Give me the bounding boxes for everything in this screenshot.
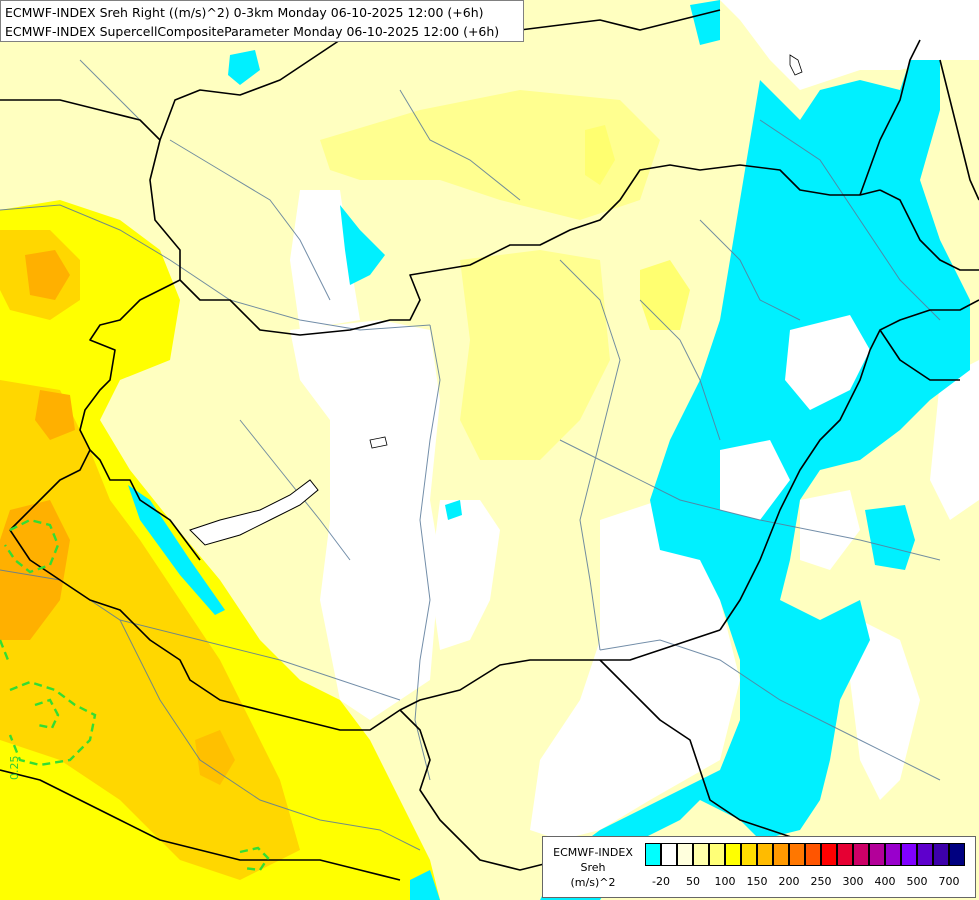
legend-swatch	[645, 843, 661, 866]
legend-swatch	[789, 843, 805, 866]
orange-west-spot	[35, 390, 75, 440]
legend-tick-label: 250	[810, 875, 832, 888]
legend-tick-label: 500	[906, 875, 928, 888]
border-hungary-romania	[719, 299, 979, 631]
legend-swatch	[693, 843, 709, 866]
legend-tick-label: 300	[842, 875, 864, 888]
scp-contour-label: 0.25	[8, 756, 21, 781]
white-zone-central	[290, 320, 440, 720]
country-borders	[0, 9, 979, 881]
legend-parameter: Sreh	[580, 861, 606, 874]
legend-swatch	[837, 843, 853, 866]
border-slovenia-croatia	[9, 529, 721, 731]
legend-swatch	[709, 843, 725, 866]
title-line-1: ECMWF-INDEX Sreh Right ((m/s)^2) 0-3km M…	[5, 5, 484, 20]
white-hole-in-cyan-1	[785, 315, 870, 410]
cyan-strip-west	[128, 485, 225, 615]
legend-swatch	[869, 843, 885, 866]
legend-tick-label: -20	[652, 875, 670, 888]
white-zone-south-center	[430, 500, 500, 650]
border-east-north	[859, 39, 921, 196]
title-box: ECMWF-INDEX Sreh Right ((m/s)^2) 0-3km M…	[0, 0, 524, 42]
border-hungary-west	[89, 449, 201, 561]
legend-unit: (m/s)^2	[570, 876, 616, 889]
legend-swatch	[885, 843, 901, 866]
legend-swatch	[917, 843, 933, 866]
legend-swatch	[805, 843, 821, 866]
lake-small-1	[369, 436, 388, 449]
legend-swatch	[949, 843, 965, 866]
white-zone-southeast	[850, 620, 920, 800]
legend-swatch	[773, 843, 789, 866]
legend-source: ECMWF-INDEX	[553, 846, 633, 859]
lake-small-2	[789, 54, 803, 76]
lake-balaton	[189, 479, 319, 546]
white-hole-in-cyan-2	[720, 440, 790, 520]
legend-tick-label: 200	[778, 875, 800, 888]
legend-tick-label: 100	[714, 875, 736, 888]
light-yellow-north-spot	[585, 125, 615, 185]
cyan-spot-center	[445, 500, 462, 520]
legend-swatch	[757, 843, 773, 866]
cyan-bottom-spot	[410, 870, 440, 900]
legend-tick-label: 150	[746, 875, 768, 888]
border-ukraine	[879, 189, 979, 271]
legend-swatch	[677, 843, 693, 866]
legend-swatch	[901, 843, 917, 866]
border-czech-slovak	[149, 139, 881, 336]
white-zone-east	[530, 500, 740, 840]
cyan-east-patch	[865, 505, 915, 570]
title-line-2: ECMWF-INDEX SupercellCompositeParameter …	[5, 24, 500, 39]
border-serbia	[599, 659, 801, 841]
orange-south-spot	[195, 730, 235, 785]
legend-box: ECMWF-INDEX Sreh (m/s)^2 -20 50 100 150 200 2…	[542, 836, 976, 898]
border-croatia-bosnia	[399, 709, 561, 871]
orange-west-core	[0, 500, 70, 640]
legend-ticks: -20 50 100 150 200 250 300 400 500 700	[645, 875, 975, 891]
legend-tick-label: 700	[938, 875, 960, 888]
legend-tick-label: 400	[874, 875, 896, 888]
border-southwest	[0, 769, 401, 881]
legend-swatch	[661, 843, 677, 866]
border-austria-hungary	[9, 279, 181, 531]
legend-swatch	[821, 843, 837, 866]
white-zone-east-edge	[930, 360, 979, 520]
legend-swatch	[853, 843, 869, 866]
legend-tick-label: 50	[686, 875, 700, 888]
scp-contours	[0, 518, 270, 872]
legend-swatch	[741, 843, 757, 866]
orange-northwest-core	[25, 250, 70, 300]
light-yellow-north	[320, 90, 660, 220]
border-romania-inner	[879, 329, 960, 381]
cyan-small-north	[228, 50, 260, 85]
cyan-lake-north	[340, 205, 385, 285]
legend-swatch	[725, 843, 741, 866]
white-hole-in-cyan-3	[800, 490, 860, 570]
light-yellow-central	[460, 250, 610, 460]
border-moldova	[939, 59, 979, 201]
legend-swatches	[645, 843, 965, 866]
legend-swatch	[933, 843, 949, 866]
white-zone-top-right	[720, 0, 979, 90]
